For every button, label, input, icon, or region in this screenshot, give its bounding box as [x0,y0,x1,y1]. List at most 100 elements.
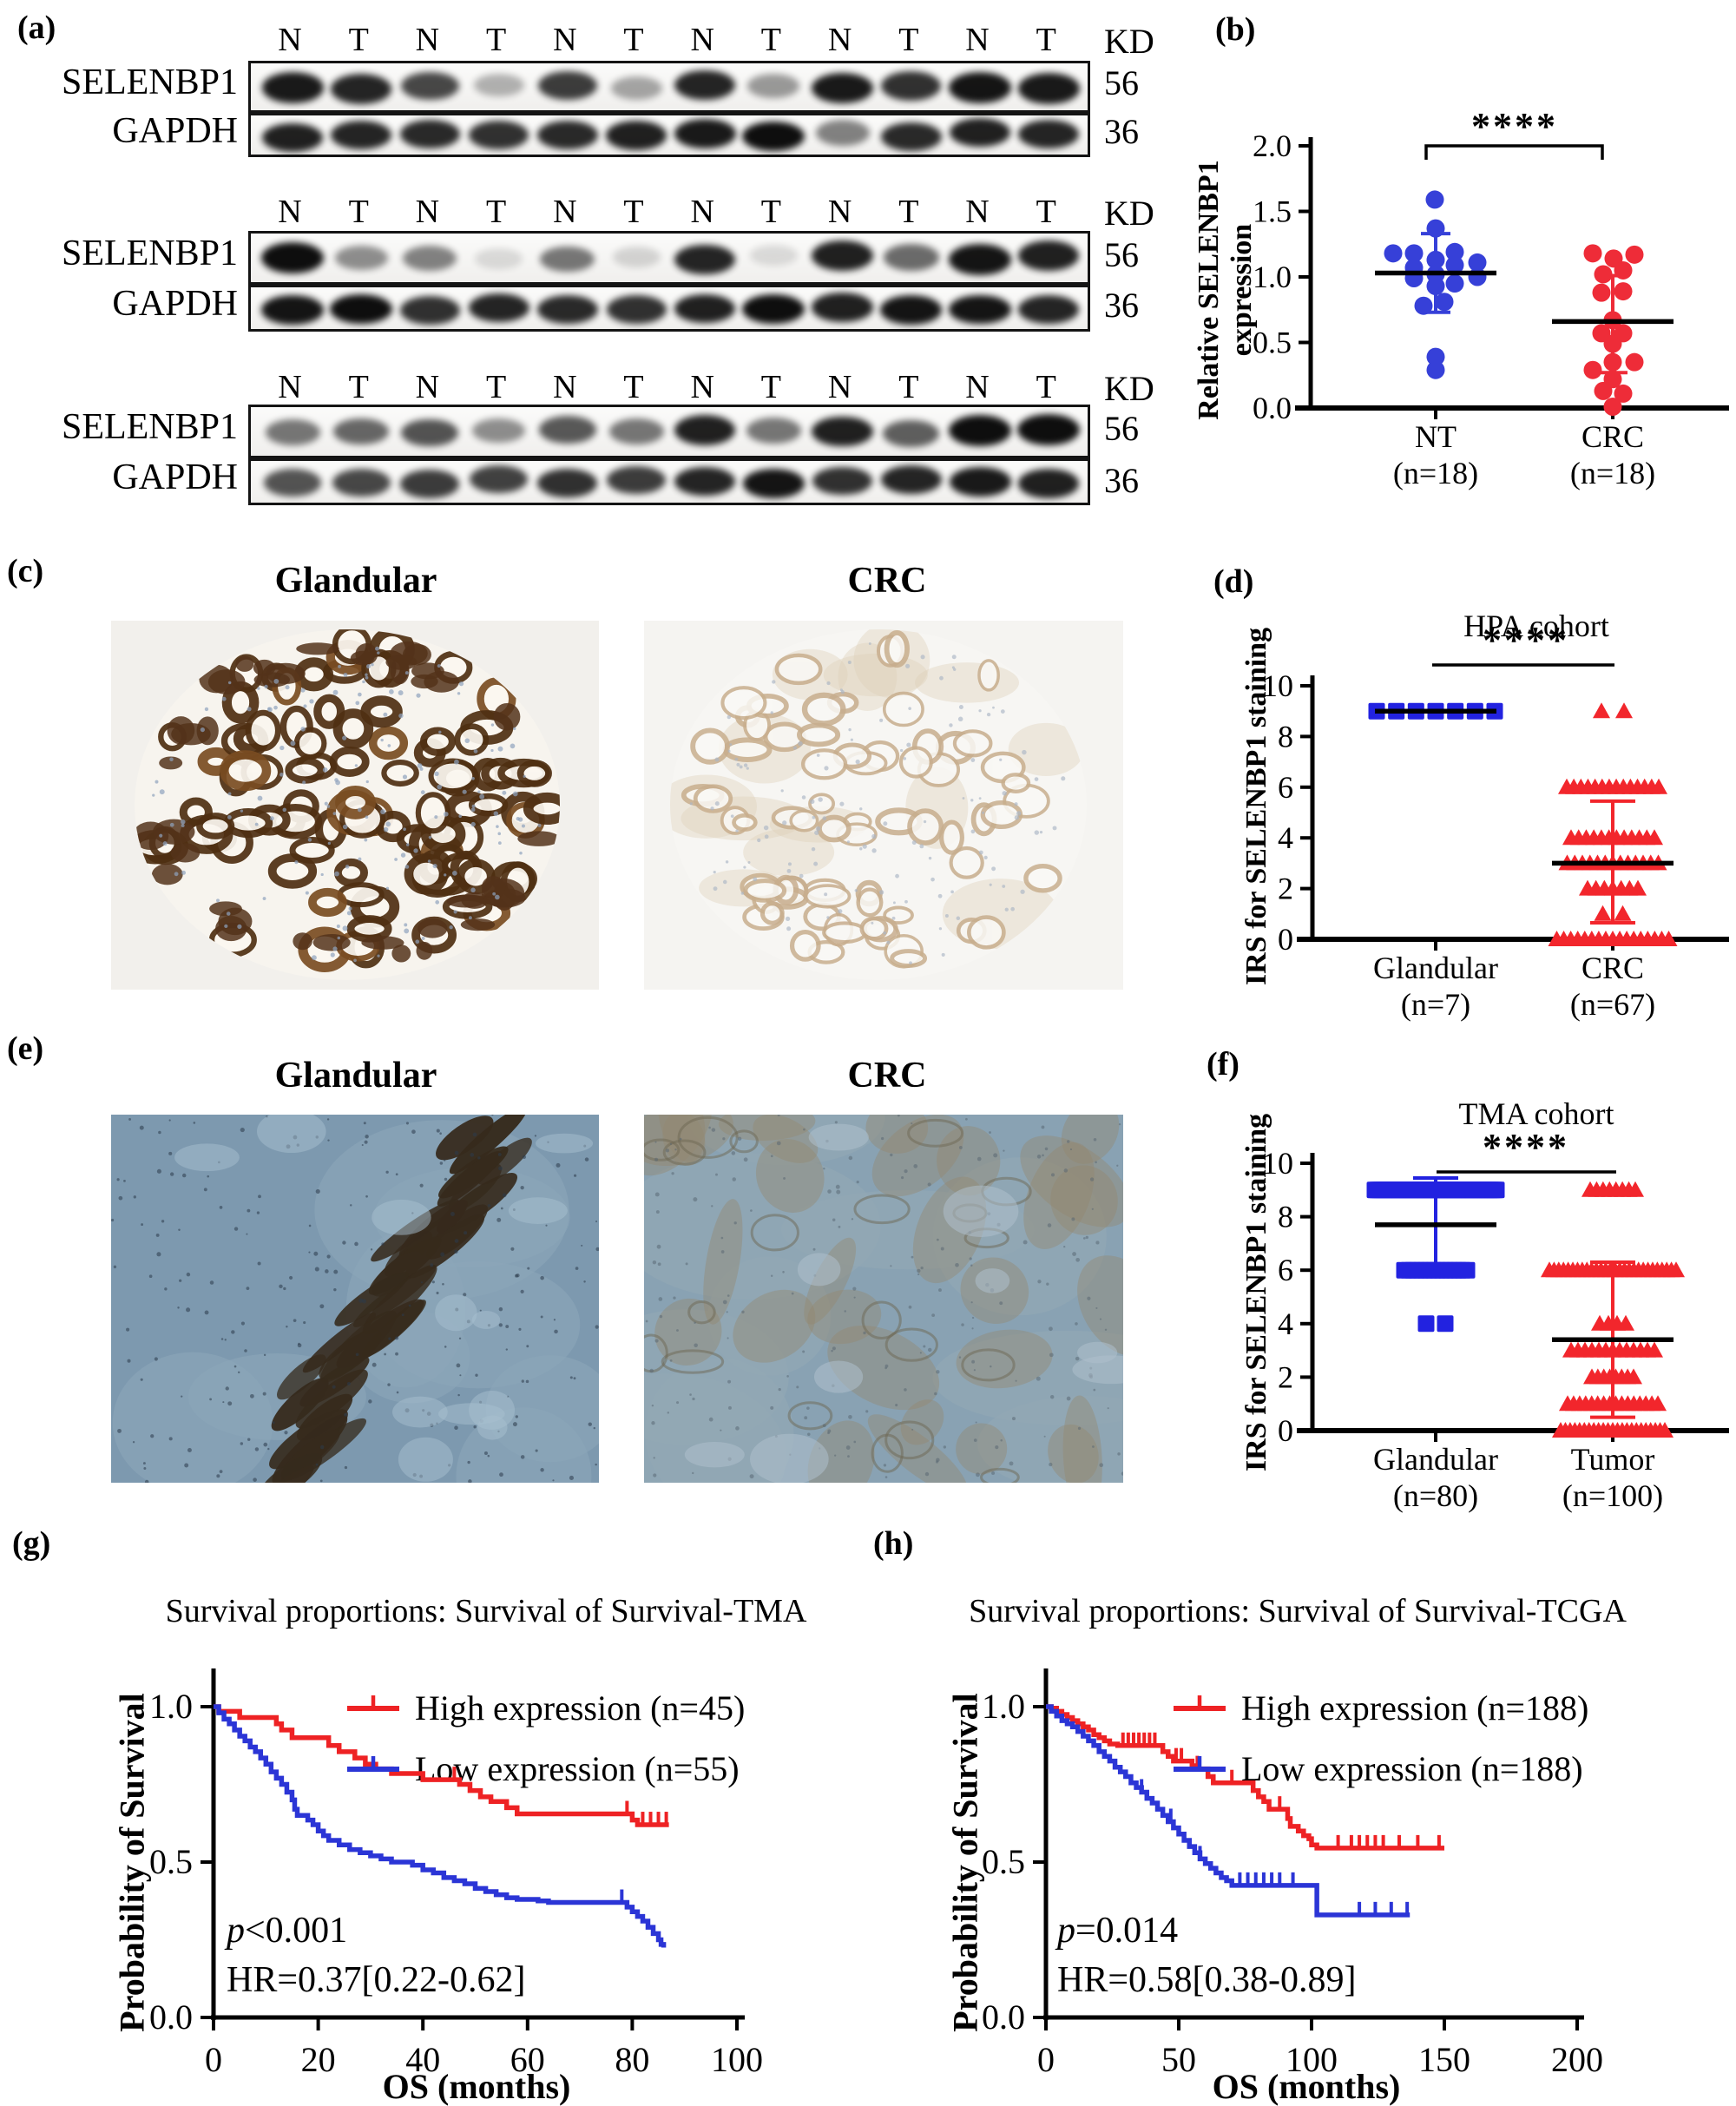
blot-band [812,73,874,104]
blot-band [608,418,664,444]
f-chart-title: TMA cohort [1458,1096,1614,1131]
lane-label: T [485,22,507,58]
blot-band [881,122,942,151]
lane-label: T [760,22,781,58]
svg-text:4: 4 [1278,1306,1293,1341]
lane-label: N [415,22,440,58]
lane-label: N [965,194,990,230]
blot-band [880,295,943,326]
blot-selenbp1-group3 [248,405,1090,458]
kd-value: 36 [1104,112,1139,151]
blot-band [475,248,523,269]
blot-band [537,295,598,325]
b-category-nt: NT (n=18) [1323,418,1549,491]
svg-text:0: 0 [1037,2040,1055,2079]
blot-band [949,415,1011,447]
lane-label: N [690,194,714,230]
svg-text:1.5: 1.5 [1253,194,1292,229]
svg-text:8: 8 [1278,1200,1293,1234]
histology-title-crc-tma: CRC [847,1056,927,1096]
f-category-glandular: Glandular (n=80) [1323,1441,1549,1514]
svg-text:2.0: 2.0 [1253,128,1292,163]
f-cat-g-name: Glandular [1373,1442,1498,1477]
lane-label: T [1036,369,1056,405]
blot-band [264,469,321,497]
g-legend-low: Low expression (n=55) [415,1749,740,1788]
blot-band [537,468,598,497]
b-cat-nt-n: (n=18) [1392,456,1479,490]
panel-g-letter: (g) [12,1525,51,1562]
d-cat-g-name: Glandular [1373,951,1498,985]
lane-label: T [348,194,369,230]
panel-a-letter: (a) [17,10,56,46]
h-legend-high: High expression (n=188) [1241,1688,1589,1728]
chart-f: 0 2 4 6 8 10 [1262,1146,1729,1448]
panel-e-letter: (e) [7,1030,44,1067]
panel-d-letter: (d) [1213,563,1254,600]
blot-band [261,294,324,325]
panel-f-letter: (f) [1207,1046,1240,1083]
blot-band [333,418,390,445]
blot-band [949,71,1011,103]
lane-label: T [485,194,507,230]
lane-label: N [827,369,852,405]
d-cat-g-n: (n=7) [1400,987,1471,1022]
svg-text:10: 10 [1262,1146,1293,1181]
lane-label: T [485,369,507,405]
blot-band [607,465,666,495]
svg-text:0: 0 [1278,922,1293,957]
svg-text:200: 200 [1551,2040,1603,2079]
lane-label: T [623,194,644,230]
lane-label: N [827,22,852,58]
blot-band [606,295,667,325]
blot-band [815,120,870,147]
svg-text:50: 50 [1161,2040,1196,2079]
panel-h-letter: (h) [873,1525,914,1562]
blot-band [812,240,873,271]
kd-header: KD [1104,194,1154,233]
histology-title-glandular-tma: Glandular [274,1056,437,1096]
lane-label: N [415,194,440,230]
blot-band [674,466,736,496]
blot-band [610,76,662,100]
svg-text:20: 20 [301,2040,336,2079]
chart-g: 1.0 0.5 0.0 0 20 40 60 80 100 [149,1668,763,2079]
f-cat-t-name: Tumor [1570,1442,1655,1477]
lane-label: N [827,194,852,230]
blot-band [265,418,320,445]
blot-band [883,419,940,447]
blot-band [612,247,661,268]
g-chart-title: Survival proportions: Survival of Surviv… [165,1593,807,1629]
blot-band [674,293,736,324]
blot-band [261,72,324,103]
blot-band [334,246,388,271]
blot-band [539,416,596,444]
blot-band [742,469,806,498]
svg-text:4: 4 [1278,820,1293,855]
h-p-value: p=0.014 [1057,1911,1179,1951]
b-cat-crc-name: CRC [1581,419,1645,454]
lane-label: N [965,369,990,405]
blot-selenbp1-group2 [248,231,1090,285]
lane-label: T [898,194,919,230]
h-stats-note: p=0.014 HR=0.58[0.38-0.89] [1057,1906,1357,2005]
lane-label: N [553,194,577,230]
blot-band [812,416,873,447]
blot-band [949,244,1011,275]
lane-label: T [760,369,781,405]
histology-title-glandular-hpa: Glandular [274,561,437,601]
blot-row-label: GAPDH [112,284,238,324]
g-stats-note: p<0.001 HR=0.37[0.22-0.62] [227,1906,526,2005]
d-category-crc: CRC (n=67) [1500,950,1726,1023]
svg-text:10: 10 [1262,668,1293,703]
kd-header: KD [1104,369,1154,408]
histology-image-crc-tma [549,1069,1201,1541]
lane-label: T [1036,22,1056,58]
lane-label: T [348,369,369,405]
lane-label: N [415,369,440,405]
blot-band [472,418,526,443]
blot-band [399,295,460,325]
panel-c-letter: (c) [7,553,44,589]
